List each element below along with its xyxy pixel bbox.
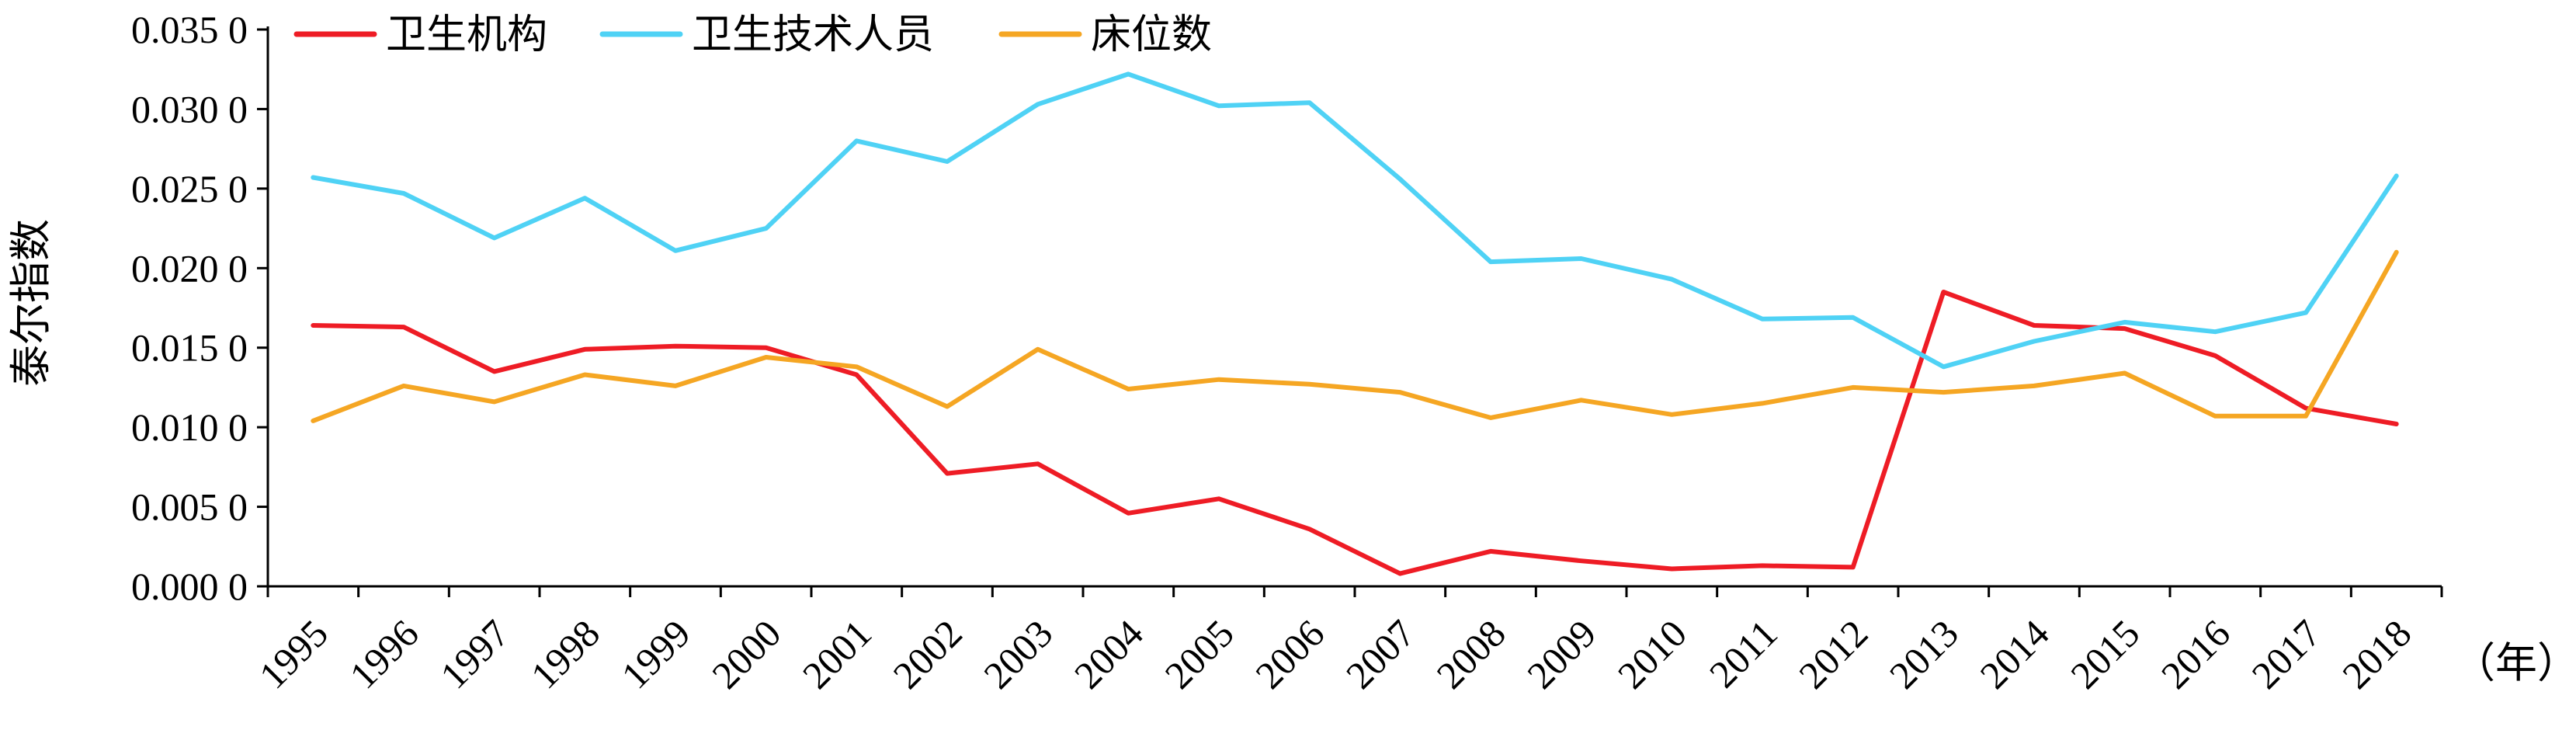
x-tick-label: 2017 — [2243, 611, 2328, 697]
x-tick-label: 2007 — [1338, 611, 1423, 697]
x-tick-label: 2018 — [2334, 611, 2419, 697]
legend-label-2: 床位数 — [1091, 12, 1212, 58]
x-tick-label: 1995 — [251, 611, 336, 697]
legend-label-1: 卫生技术人员 — [692, 12, 934, 58]
y-tick-label: 0.010 0 — [131, 405, 248, 449]
y-tick-label: 0.020 0 — [131, 246, 248, 290]
y-axis-title: 泰尔指数 — [6, 219, 55, 387]
x-tick-label: 1996 — [341, 611, 426, 697]
x-tick-label: 2008 — [1428, 611, 1513, 697]
series-line-0 — [311, 290, 2399, 576]
y-tick-label: 0.000 0 — [131, 565, 248, 608]
x-tick-label: 2015 — [2062, 611, 2147, 697]
series-line-1 — [311, 71, 2399, 370]
x-axis: 1995 1996 1997 1998 1999 2000 2001 2002 2003 2004… — [251, 585, 2443, 697]
x-tick-label: 2003 — [975, 611, 1061, 697]
x-tick-label: 2014 — [1971, 611, 2057, 697]
x-axis-title: （年） — [2453, 638, 2576, 687]
x-tick-label: 2009 — [1519, 611, 1604, 697]
y-tick-label: 0.015 0 — [131, 326, 248, 370]
x-tick-label: 2016 — [2153, 611, 2238, 697]
x-tick-label: 2000 — [703, 611, 789, 697]
x-tick-label: 2004 — [1066, 611, 1151, 697]
series-lines — [311, 71, 2399, 576]
x-tick-label: 1999 — [613, 611, 698, 697]
x-tick-label: 2002 — [884, 611, 970, 697]
x-tick-label: 2005 — [1156, 611, 1241, 697]
legend-label-0: 卫生机构 — [386, 12, 547, 58]
series-line-2 — [311, 249, 2399, 423]
x-tick-label: 2010 — [1609, 611, 1695, 697]
y-axis: 0.000 0 0.005 0 0.010 0 0.015 0 0.020 0 0.025… — [131, 8, 269, 608]
legend: 卫生机构 卫生技术人员 床位数 — [293, 12, 1212, 58]
x-tick-label: 1997 — [432, 611, 517, 697]
y-tick-label: 0.035 0 — [131, 8, 248, 51]
x-tick-label: 2001 — [794, 611, 880, 697]
y-tick-label: 0.005 0 — [131, 485, 248, 529]
x-tick-label: 2012 — [1790, 611, 1876, 697]
x-tick-label: 2006 — [1247, 611, 1332, 697]
y-tick-label: 0.030 0 — [131, 87, 248, 130]
x-tick-label: 2013 — [1881, 611, 1967, 697]
y-tick-label: 0.025 0 — [131, 167, 248, 210]
x-tick-label: 1998 — [522, 611, 608, 697]
x-tick-label: 2011 — [1701, 611, 1786, 696]
